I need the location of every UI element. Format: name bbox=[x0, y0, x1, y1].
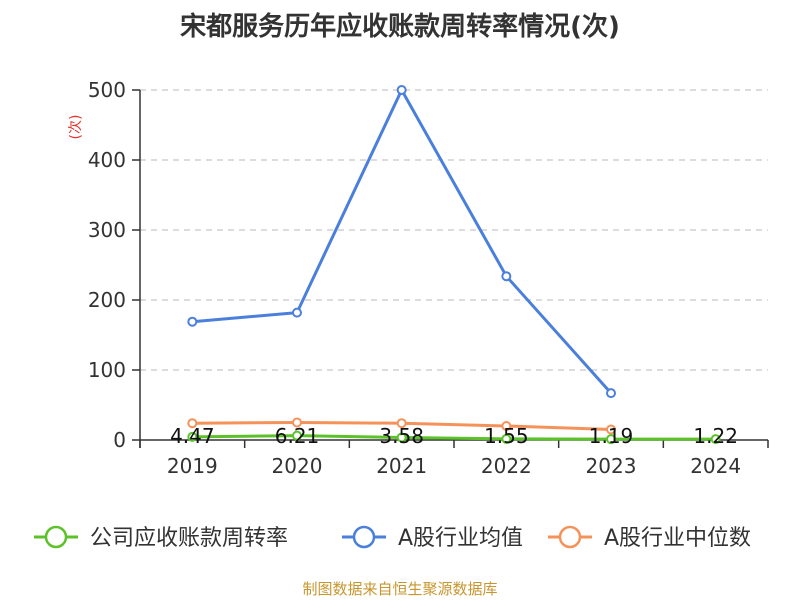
chart-title: 宋都服务历年应收账款周转率情况(次) bbox=[180, 12, 620, 42]
series-1-point-3 bbox=[501, 271, 512, 282]
legend-item-0: 公司应收账款周转率 bbox=[34, 525, 288, 551]
series-0-point-4 bbox=[606, 434, 616, 445]
x-tick-label-2019: 2019 bbox=[167, 454, 218, 478]
y-tick-label-200: 200 bbox=[88, 288, 126, 312]
x-tick-label-2021: 2021 bbox=[376, 454, 427, 478]
y-tick-label-400: 400 bbox=[88, 148, 126, 172]
series-0-point-0 bbox=[187, 431, 198, 442]
data-label-2022: 1.55 bbox=[484, 424, 529, 448]
axes: 0 100 200 300 400 500 2019 2020 2021 2022 2023 2024 bbox=[88, 78, 769, 478]
series-1-point-2 bbox=[396, 85, 407, 95]
data-label-2024: 1.22 bbox=[693, 424, 738, 448]
series-0-point-1 bbox=[292, 430, 302, 441]
series-1-point-1 bbox=[292, 307, 302, 318]
series-2-point-1 bbox=[292, 417, 302, 428]
series-2-point-2 bbox=[396, 418, 407, 429]
series-2-point-4 bbox=[606, 424, 616, 435]
data-source-note: 制图数据来自恒生聚源数据库 bbox=[302, 580, 498, 598]
data-label-2021: 3.58 bbox=[379, 424, 424, 448]
legend-label-1: A股行业均值 bbox=[398, 526, 523, 551]
series-0-point-5 bbox=[710, 434, 721, 445]
legend-label-0: 公司应收账款周转率 bbox=[90, 526, 288, 551]
legend-item-2: A股行业中位数 bbox=[548, 525, 751, 551]
x-tick-label-2024: 2024 bbox=[690, 454, 741, 478]
x-tick-label-2020: 2020 bbox=[272, 454, 323, 478]
series-line-0 bbox=[192, 434, 716, 441]
y-tick-label-500: 500 bbox=[88, 78, 126, 102]
data-labels: 4.47 6.21 3.58 1.55 1.19 1.22 bbox=[170, 424, 738, 448]
data-label-2023: 1.19 bbox=[589, 424, 634, 448]
y-axis-label: (次) bbox=[68, 115, 84, 140]
series-1-point-4 bbox=[606, 388, 616, 399]
data-label-2019: 4.47 bbox=[170, 424, 215, 448]
series-2-point-3 bbox=[501, 421, 512, 431]
y-tick-label-300: 300 bbox=[88, 218, 126, 242]
series-0-point-2 bbox=[396, 432, 407, 443]
data-label-2020: 6.21 bbox=[275, 424, 320, 448]
legend-marker-0 bbox=[44, 525, 68, 549]
series-1-point-0 bbox=[187, 316, 198, 327]
legend-marker-1 bbox=[352, 525, 376, 549]
series-0-point-3 bbox=[501, 433, 512, 444]
legend: 公司应收账款周转率 A股行业均值 A股行业中位数 bbox=[34, 525, 751, 551]
legend-marker-2 bbox=[558, 525, 582, 549]
y-tick-label-100: 100 bbox=[88, 358, 126, 382]
x-tick-label-2022: 2022 bbox=[481, 454, 532, 478]
legend-label-2: A股行业中位数 bbox=[604, 526, 751, 551]
series-2-point-0 bbox=[187, 418, 198, 429]
series-lines bbox=[187, 85, 721, 445]
legend-item-1: A股行业均值 bbox=[342, 525, 523, 551]
grid-lines bbox=[140, 89, 768, 371]
y-tick-label-0: 0 bbox=[113, 428, 126, 452]
x-tick-label-2023: 2023 bbox=[586, 454, 637, 478]
series-line-1 bbox=[192, 88, 613, 395]
